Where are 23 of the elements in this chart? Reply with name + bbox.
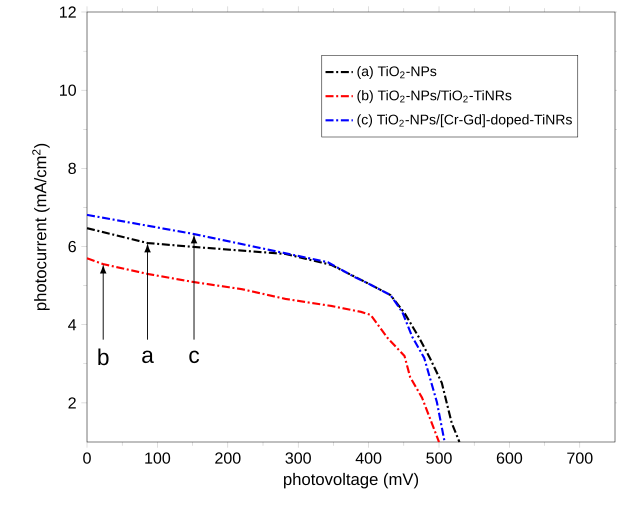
legend-label: (b) TiO$_{2}$-NPs/TiO$_{2}$-TiNRs [357,90,512,104]
x-tick-label: 200 [215,452,241,464]
x-tick-label: 700 [567,452,593,464]
y-tick-label: 2 [68,397,76,408]
y-tick-label: 8 [68,162,76,174]
y-tick-label: 10 [60,84,76,96]
y-tick-label: 6 [68,240,76,252]
x-axis-title: photovoltage (mV) [284,472,418,488]
annotation: a [142,350,154,364]
annotation: b [98,348,109,366]
x-tick-label: 300 [285,452,311,464]
y-axis-title: photocurrent (mA/cm$^{2}$) [32,144,50,310]
x-tick-label: 0 [83,452,91,464]
annotation: c [189,350,200,364]
y-tick-label: 12 [60,6,76,18]
y-tick-label: 4 [68,319,76,330]
x-tick-label: 500 [426,452,452,464]
legend-label: (a) TiO$_{2}$-NPs [357,66,436,79]
x-tick-label: 400 [356,452,382,464]
line-series [86,257,440,444]
legend-label: (c) TiO$_{2}$-NPs/[Cr-Gd]-doped-TiNRs [357,114,572,128]
x-tick-label: 600 [496,452,522,464]
x-tick-label: 100 [145,452,170,464]
